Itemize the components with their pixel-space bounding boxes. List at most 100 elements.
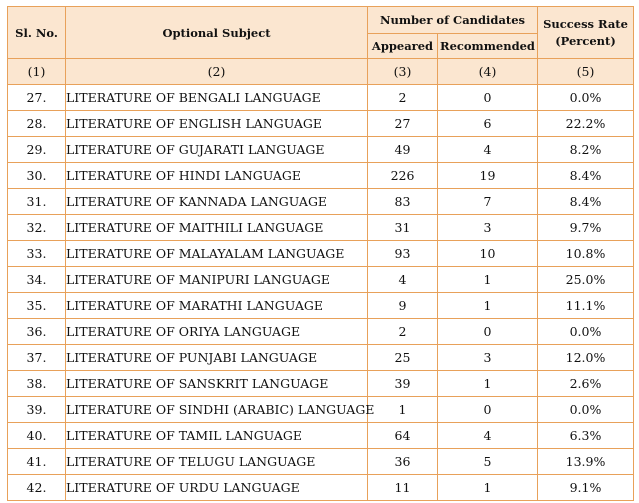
sl-number-cell: 32. bbox=[7, 214, 66, 241]
success-rate-cell: 0.0% bbox=[537, 84, 634, 111]
sl-number-cell: 41. bbox=[7, 448, 66, 475]
success-rate-cell: 10.8% bbox=[537, 240, 634, 267]
column-number: (4) bbox=[437, 58, 538, 85]
success-rate-cell: 8.4% bbox=[537, 162, 634, 189]
success-rate-cell: 25.0% bbox=[537, 266, 634, 293]
sl-number-cell: 34. bbox=[7, 266, 66, 293]
success-rate-header: Success Rate (Percent) bbox=[537, 6, 634, 59]
appeared-cell: 27 bbox=[367, 110, 438, 137]
table-row: 41. LITERATURE OF TELUGU LANGUAGE 36 5 13.9% bbox=[7, 448, 634, 475]
column-number: (1) bbox=[7, 58, 66, 85]
sl-number-cell: 29. bbox=[7, 136, 66, 163]
sl-number-cell: 27. bbox=[7, 84, 66, 111]
success-rate-cell: 8.4% bbox=[537, 188, 634, 215]
appeared-cell: 226 bbox=[367, 162, 438, 189]
table-row: 33. LITERATURE OF MALAYALAM LANGUAGE 93 10 1… bbox=[7, 240, 634, 267]
table-row: 31. LITERATURE OF KANNADA LANGUAGE 83 7 8.4% bbox=[7, 188, 634, 215]
appeared-cell: 64 bbox=[367, 422, 438, 449]
subject-cell: LITERATURE OF GUJARATI LANGUAGE bbox=[65, 136, 368, 163]
subject-cell: LITERATURE OF MARATHI LANGUAGE bbox=[65, 292, 368, 319]
subject-cell: LITERATURE OF MALAYALAM LANGUAGE bbox=[65, 240, 368, 267]
table-row: 30. LITERATURE OF HINDI LANGUAGE 226 19 8.4% bbox=[7, 162, 634, 189]
sl-number-cell: 33. bbox=[7, 240, 66, 267]
sl-number-cell: 39. bbox=[7, 396, 66, 423]
table-row: 34. LITERATURE OF MANIPURI LANGUAGE 4 1 25.0… bbox=[7, 266, 634, 293]
success-rate-header-line1: Success Rate bbox=[543, 17, 628, 31]
sl-number-cell: 40. bbox=[7, 422, 66, 449]
appeared-cell: 36 bbox=[367, 448, 438, 475]
appeared-cell: 93 bbox=[367, 240, 438, 267]
subject-cell: LITERATURE OF PUNJABI LANGUAGE bbox=[65, 344, 368, 371]
subject-cell: LITERATURE OF TELUGU LANGUAGE bbox=[65, 448, 368, 475]
table-row: 28. LITERATURE OF ENGLISH LANGUAGE 27 6 22.2… bbox=[7, 110, 634, 137]
subject-cell: LITERATURE OF KANNADA LANGUAGE bbox=[65, 188, 368, 215]
appeared-cell: 2 bbox=[367, 84, 438, 111]
table-row: 40. LITERATURE OF TAMIL LANGUAGE 64 4 6.3% bbox=[7, 422, 634, 449]
table-row: 29. LITERATURE OF GUJARATI LANGUAGE 49 4 8.2… bbox=[7, 136, 634, 163]
appeared-cell: 25 bbox=[367, 344, 438, 371]
table-row: 42. LITERATURE OF URDU LANGUAGE 11 1 9.1% bbox=[7, 474, 634, 501]
results-table: Sl. No. Optional Subject Number of Candi… bbox=[7, 6, 634, 501]
appeared-cell: 83 bbox=[367, 188, 438, 215]
success-rate-cell: 0.0% bbox=[537, 396, 634, 423]
subject-cell: LITERATURE OF ENGLISH LANGUAGE bbox=[65, 110, 368, 137]
subject-cell: LITERATURE OF BENGALI LANGUAGE bbox=[65, 84, 368, 111]
header-row: Sl. No. Optional Subject Number of Candi… bbox=[7, 6, 634, 59]
sl-number-cell: 36. bbox=[7, 318, 66, 345]
sl-number-cell: 28. bbox=[7, 110, 66, 137]
table-row: 38. LITERATURE OF SANSKRIT LANGUAGE 39 1 2.6… bbox=[7, 370, 634, 397]
sl-number-cell: 30. bbox=[7, 162, 66, 189]
success-rate-cell: 11.1% bbox=[537, 292, 634, 319]
subject-cell: LITERATURE OF MANIPURI LANGUAGE bbox=[65, 266, 368, 293]
appeared-cell: 11 bbox=[367, 474, 438, 501]
success-rate-cell: 12.0% bbox=[537, 344, 634, 371]
recommended-cell: 6 bbox=[437, 110, 538, 137]
appeared-cell: 2 bbox=[367, 318, 438, 345]
appeared-header: Appeared bbox=[367, 33, 438, 59]
success-rate-cell: 0.0% bbox=[537, 318, 634, 345]
appeared-cell: 31 bbox=[367, 214, 438, 241]
recommended-header: Recommended bbox=[437, 33, 538, 59]
recommended-cell: 10 bbox=[437, 240, 538, 267]
subject-cell: LITERATURE OF SANSKRIT LANGUAGE bbox=[65, 370, 368, 397]
subject-cell: LITERATURE OF SINDHI (ARABIC) LANGUAGE bbox=[65, 396, 374, 423]
table-row: 35. LITERATURE OF MARATHI LANGUAGE 9 1 11.1% bbox=[7, 292, 634, 319]
sl-number-cell: 31. bbox=[7, 188, 66, 215]
appeared-cell: 4 bbox=[367, 266, 438, 293]
sl-number-cell: 37. bbox=[7, 344, 66, 371]
recommended-cell: 4 bbox=[437, 136, 538, 163]
appeared-cell: 1 bbox=[367, 396, 438, 423]
subject-cell: LITERATURE OF HINDI LANGUAGE bbox=[65, 162, 368, 189]
success-rate-cell: 8.2% bbox=[537, 136, 634, 163]
sl-number-cell: 38. bbox=[7, 370, 66, 397]
subject-cell: LITERATURE OF URDU LANGUAGE bbox=[65, 474, 368, 501]
sl-number-cell: 35. bbox=[7, 292, 66, 319]
sl-number-cell: 42. bbox=[7, 474, 66, 501]
recommended-cell: 1 bbox=[437, 370, 538, 397]
success-rate-header-line2: (Percent) bbox=[555, 34, 616, 48]
success-rate-cell: 2.6% bbox=[537, 370, 634, 397]
recommended-cell: 1 bbox=[437, 292, 538, 319]
recommended-cell: 7 bbox=[437, 188, 538, 215]
recommended-cell: 0 bbox=[437, 396, 538, 423]
success-rate-cell: 22.2% bbox=[537, 110, 634, 137]
success-rate-cell: 9.7% bbox=[537, 214, 634, 241]
column-number: (3) bbox=[367, 58, 438, 85]
sl-no-header: Sl. No. bbox=[7, 6, 66, 59]
success-rate-cell: 9.1% bbox=[537, 474, 634, 501]
appeared-cell: 9 bbox=[367, 292, 438, 319]
subject-cell: LITERATURE OF MAITHILI LANGUAGE bbox=[65, 214, 368, 241]
recommended-cell: 3 bbox=[437, 214, 538, 241]
table-row: 39. LITERATURE OF SINDHI (ARABIC) LANGUAG… bbox=[7, 396, 634, 423]
success-rate-cell: 13.9% bbox=[537, 448, 634, 475]
table-body: 27. LITERATURE OF BENGALI LANGUAGE 2 0 0.0% 2… bbox=[7, 84, 634, 501]
recommended-cell: 1 bbox=[437, 266, 538, 293]
subheader-row: Appeared Recommended bbox=[8, 33, 634, 59]
recommended-cell: 3 bbox=[437, 344, 538, 371]
appeared-cell: 49 bbox=[367, 136, 438, 163]
number-of-candidates-header: Number of Candidates bbox=[367, 6, 538, 34]
subject-cell: LITERATURE OF TAMIL LANGUAGE bbox=[65, 422, 368, 449]
column-number: (2) bbox=[65, 58, 368, 85]
table-row: 27. LITERATURE OF BENGALI LANGUAGE 2 0 0.0% bbox=[7, 84, 634, 111]
recommended-cell: 1 bbox=[437, 474, 538, 501]
